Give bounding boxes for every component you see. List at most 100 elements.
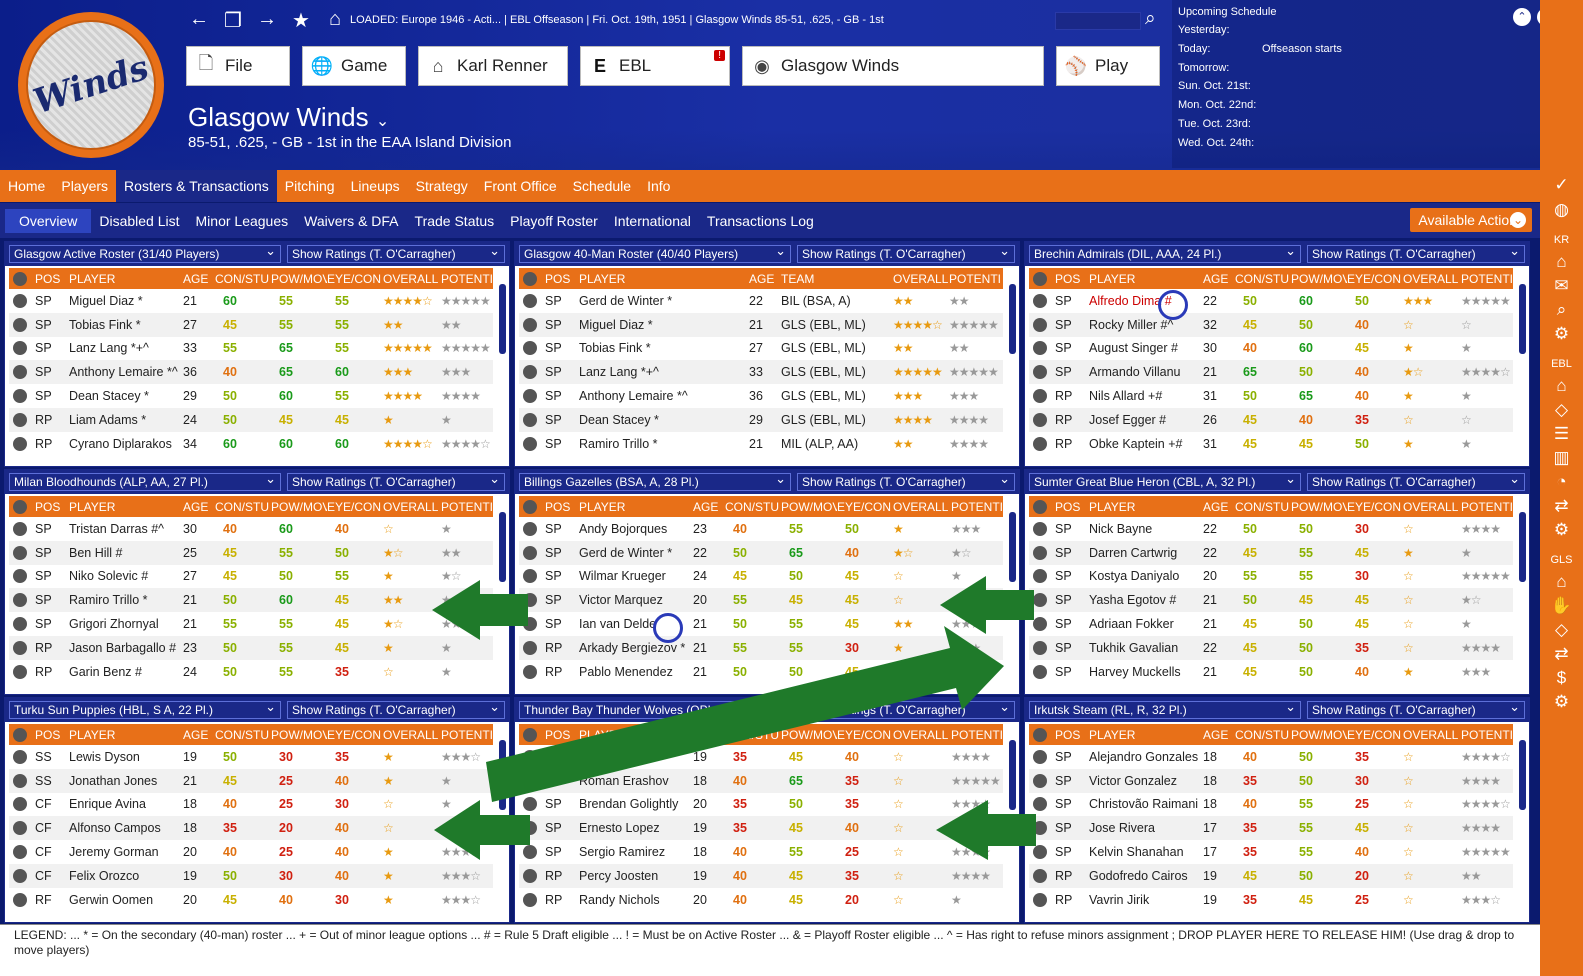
table-row[interactable]: SP Roman Erashov 18 40 65 35 ☆ ★★★★★ xyxy=(519,768,1003,793)
col-r3[interactable]: EYE/CON xyxy=(837,727,892,742)
cell-player[interactable]: Bryce Waller xyxy=(579,749,650,764)
table-row[interactable]: RF Gerwin Oomen 20 45 40 30 ★ ★★★☆ xyxy=(9,888,493,912)
col-age[interactable]: AGE xyxy=(1203,271,1229,286)
main-tab-lineups[interactable]: Lineups xyxy=(350,178,400,194)
col-team[interactable]: TEAM xyxy=(781,271,815,286)
table-row[interactable]: RP Godofredo Cairos 19 45 50 20 ☆ ★★ xyxy=(1029,863,1513,888)
roster-select[interactable]: Sumter Great Blue Heron (CBL, A, 32 Pl.) xyxy=(1029,473,1301,491)
col-pos[interactable]: POS xyxy=(35,499,61,514)
roster-select[interactable]: Milan Bloodhounds (ALP, AA, 27 Pl.) xyxy=(9,473,281,491)
transfer-icon[interactable]: ⇄ xyxy=(1554,496,1569,515)
game-button[interactable]: 🌐 Game xyxy=(302,46,406,86)
check-icon[interactable]: ✓ xyxy=(1554,175,1569,194)
table-row[interactable]: SP Rocky Miller #^ 32 45 50 40 ☆ ☆ xyxy=(1029,312,1513,337)
cell-player[interactable]: Brendan Golightly xyxy=(579,797,679,812)
scrollbar[interactable] xyxy=(1519,740,1526,810)
col-player[interactable]: PLAYER xyxy=(1089,727,1136,742)
globe-icon[interactable]: ◍ xyxy=(1554,200,1569,219)
diamond-icon[interactable]: ◇ xyxy=(1554,620,1569,639)
table-row[interactable]: SP Alfredo Dima #22 50 60 50 ★★★ ★★★★★ xyxy=(1029,289,1513,313)
ratings-select[interactable]: Show Ratings (T. O'Carragher) xyxy=(287,701,505,719)
col-overall[interactable]: OVERALL xyxy=(893,271,949,286)
cell-player[interactable]: Nils Allard +# xyxy=(1089,389,1163,404)
cell-player[interactable]: Tukhik Gavalian xyxy=(1089,640,1179,655)
main-tab-front-office[interactable]: Front Office xyxy=(483,178,557,194)
table-row[interactable]: SP Tristan Darras #^ 30 40 60 40 ☆ ★ xyxy=(9,517,493,541)
sub-tab-international[interactable]: International xyxy=(613,212,691,229)
table-row[interactable]: CF Jeremy Gorman 20 40 25 40 ★ ★★★★ xyxy=(9,840,493,864)
col-pos[interactable]: POS xyxy=(1055,499,1081,514)
team-logo[interactable]: Winds xyxy=(18,12,164,158)
main-tab-pitching[interactable]: Pitching xyxy=(284,178,335,194)
cell-player[interactable]: Ernesto Lopez xyxy=(579,821,660,836)
cell-player[interactable]: Tobias Fink * xyxy=(69,317,141,332)
cell-player[interactable]: Alfredo Dima # xyxy=(1089,293,1172,308)
table-row[interactable]: SP Gerd de Winter * 22 BIL (BSA, A) ★★ ★★ xyxy=(519,289,1003,313)
copy-icon[interactable]: ❐ xyxy=(224,10,242,32)
table-row[interactable]: SP Ramiro Trillo * 21 MIL (ALP, AA) ★★ ★★★★ xyxy=(519,432,1003,456)
col-r3[interactable]: EYE/CON xyxy=(1347,271,1402,286)
table-row[interactable]: SP Sergio Ramirez 18 40 55 25 ☆ ★★★★ xyxy=(519,840,1003,864)
roster-select[interactable]: Turku Sun Puppies (HBL, S A, 22 Pl.) xyxy=(9,701,281,719)
col-age[interactable]: AGE xyxy=(183,727,209,742)
sub-tab-minor-leagues[interactable]: Minor Leagues xyxy=(195,212,289,229)
table-row[interactable]: SP Armando Villanu 21 65 50 40 ★☆ ★★★★☆ xyxy=(1029,360,1513,385)
col-age[interactable]: AGE xyxy=(693,727,719,742)
cell-player[interactable]: Jose Rivera xyxy=(1089,821,1155,836)
cell-player[interactable]: Alfonso Campos xyxy=(69,821,161,836)
col-r3[interactable]: EYE/CON xyxy=(327,499,382,514)
cell-player[interactable]: Anthony Lemaire *^ xyxy=(579,389,688,404)
col-overall[interactable]: OVERALL xyxy=(1403,499,1459,514)
gear-icon[interactable]: ⚙ xyxy=(1553,520,1570,539)
cell-player[interactable]: Ramiro Trillo * xyxy=(579,436,658,451)
table-row[interactable]: SP Victor Gonzalez 18 35 50 30 ☆ ★★★★ xyxy=(1029,768,1513,793)
cell-player[interactable]: Victor Gonzalez xyxy=(1089,773,1178,788)
forward-arrow-icon[interactable]: → xyxy=(257,8,277,30)
col-r3[interactable]: EYE/CON xyxy=(1347,727,1402,742)
table-row[interactable]: SP Jose Rivera 17 35 55 45 ☆ ★★★★ xyxy=(1029,816,1513,841)
table-row[interactable]: RP Liam Adams * 24 50 45 45 ★ ★ xyxy=(9,407,493,432)
cell-player[interactable]: Pablo Menendez xyxy=(579,664,673,679)
table-row[interactable]: RP Percy Joosten 19 40 45 35 ☆ ★★★★ xyxy=(519,863,1003,888)
table-row[interactable]: SP Adriaan Fokker 21 45 50 45 ☆ ★ xyxy=(1029,612,1513,636)
col-r3[interactable]: EYE/CON xyxy=(327,271,382,286)
transfer-icon[interactable]: ⇄ xyxy=(1554,644,1569,663)
cell-player[interactable]: Roman Erashov xyxy=(579,773,669,788)
cell-player[interactable]: Gerwin Oomen xyxy=(69,892,154,907)
col-potential[interactable]: POTENTI xyxy=(441,271,493,286)
col-age[interactable]: AGE xyxy=(183,271,209,286)
table-row[interactable]: CF Felix Orozco 19 50 30 40 ★ ★★★☆ xyxy=(9,863,493,888)
cell-player[interactable]: Victor Marquez xyxy=(579,593,663,608)
col-player[interactable]: PLAYER xyxy=(579,499,626,514)
table-row[interactable]: SP Lanz Lang *+^ 33 GLS (EBL, ML) ★★★★★ ★★★★★ xyxy=(519,360,1003,385)
chart-icon[interactable]: ▥ xyxy=(1553,448,1570,467)
table-row[interactable]: SP Tobias Fink * 27 45 55 55 ★★ ★★ xyxy=(9,312,493,337)
cell-player[interactable]: Felix Orozco xyxy=(69,868,140,883)
cell-player[interactable]: Lanz Lang *+^ xyxy=(579,365,659,380)
roster-select[interactable]: Glasgow 40-Man Roster (40/40 Players) xyxy=(519,245,791,263)
col-pos[interactable]: POS xyxy=(545,271,571,286)
table-row[interactable]: SP Dean Stacey * 29 GLS (EBL, ML) ★★★★ ★★★★ xyxy=(519,407,1003,432)
table-row[interactable]: SP Christovão Raimani 18 40 55 25 ☆ ★★★★☆ xyxy=(1029,793,1513,817)
col-overall[interactable]: OVERALL xyxy=(383,727,439,742)
table-row[interactable]: SP Kelvin Shanahan 17 35 55 40 ☆ ★★★★★ xyxy=(1029,840,1513,864)
cell-player[interactable]: Arkady Bergiezov * xyxy=(579,640,686,655)
main-tab-schedule[interactable]: Schedule xyxy=(572,178,632,194)
file-button[interactable]: 🗋 File xyxy=(186,46,290,86)
cell-player[interactable]: Yasha Egotov # xyxy=(1089,593,1177,608)
roster-select[interactable]: Billings Gazelles (BSA, A, 28 Pl.) xyxy=(519,473,791,491)
cell-player[interactable]: Tristan Darras #^ xyxy=(69,521,165,536)
scrollbar[interactable] xyxy=(499,512,506,582)
table-row[interactable]: SP Wilmar Krueger 24 45 50 45 ☆ ★ xyxy=(519,565,1003,589)
col-r3[interactable]: EYE/CON xyxy=(327,727,382,742)
col-r1[interactable]: CON/STU xyxy=(215,499,269,514)
cell-player[interactable]: Andy Bojorques xyxy=(579,521,668,536)
col-r2[interactable]: POW/MOV xyxy=(781,499,837,514)
home-icon[interactable]: ⌂ xyxy=(1556,376,1567,395)
cell-player[interactable]: Jason Barbagallo # xyxy=(69,640,177,655)
col-age[interactable]: AGE xyxy=(183,499,209,514)
col-r1[interactable]: CON/STU xyxy=(1235,271,1289,286)
main-tab-players[interactable]: Players xyxy=(61,178,109,194)
cell-player[interactable]: Ben Hill # xyxy=(69,545,123,560)
main-tab-info[interactable]: Info xyxy=(647,178,671,194)
